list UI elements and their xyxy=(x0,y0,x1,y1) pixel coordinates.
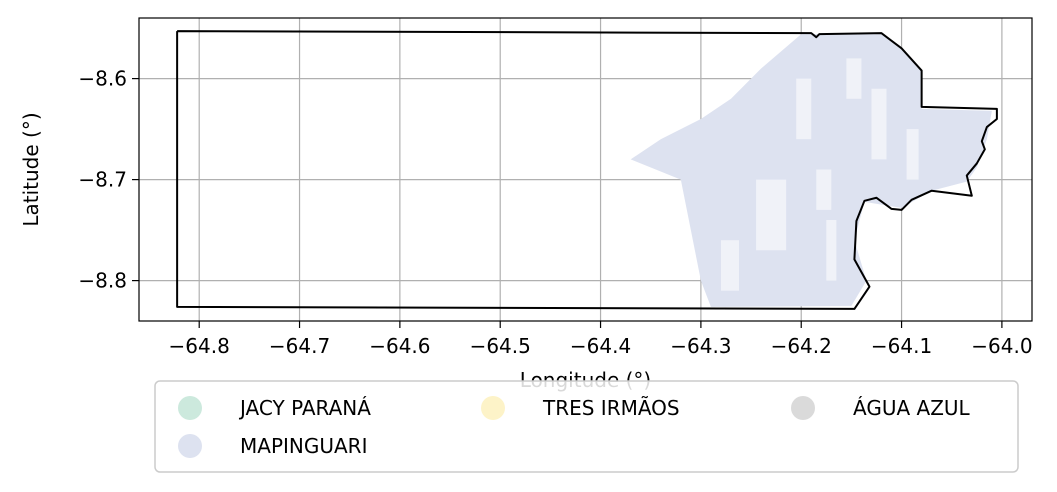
x-tick-label: −64.1 xyxy=(871,334,932,358)
legend-frame xyxy=(154,380,1019,473)
legend-label: MAPINGUARI xyxy=(240,434,367,458)
y-tick-label: −8.7 xyxy=(78,168,127,192)
parcel-gap xyxy=(871,88,887,160)
x-tick-label: −64.6 xyxy=(369,334,430,358)
parcel-gap xyxy=(906,129,919,180)
parcel-gap xyxy=(720,240,740,291)
x-tick-label: −64.2 xyxy=(771,334,832,358)
parcel-gap xyxy=(796,78,812,140)
region-polygon xyxy=(630,34,992,307)
parcel-gap xyxy=(816,169,832,210)
legend-marker xyxy=(178,396,202,420)
legend-label: TRES IRMÃOS xyxy=(542,396,680,420)
legend-label: ÁGUA AZUL xyxy=(853,396,971,420)
parcel-gap xyxy=(846,58,862,99)
parcel-gap xyxy=(756,179,787,251)
y-axis-label: Latitude (°) xyxy=(19,112,43,226)
legend-marker xyxy=(791,396,815,420)
legend: JACY PARANÁ TRES IRMÃOS ÁGUA AZUL MAPINGUAR… xyxy=(154,380,1019,473)
y-tick-label: −8.6 xyxy=(78,67,127,91)
x-tick-label: −64.4 xyxy=(570,334,631,358)
x-tick-label: −64.0 xyxy=(971,334,1032,358)
plot-frame xyxy=(138,17,1033,322)
boundary-line xyxy=(176,30,998,310)
x-tick-label: −64.3 xyxy=(670,334,731,358)
x-tick-label: −64.7 xyxy=(269,334,330,358)
region-fills xyxy=(630,34,992,307)
legend-marker xyxy=(178,434,202,458)
parcel-gap xyxy=(826,220,837,281)
x-tick-label: −64.8 xyxy=(169,334,230,358)
legend-label: JACY PARANÁ xyxy=(238,396,371,420)
x-tick-label: −64.5 xyxy=(470,334,531,358)
boundary-outline xyxy=(176,30,998,310)
y-tick-label: −8.8 xyxy=(78,269,127,293)
axis-ticks: −64.8 −64.7 −64.6 −64.5 −64.4 −64.3 −64.2 −64.1… xyxy=(78,67,1032,358)
legend-marker xyxy=(481,396,505,420)
